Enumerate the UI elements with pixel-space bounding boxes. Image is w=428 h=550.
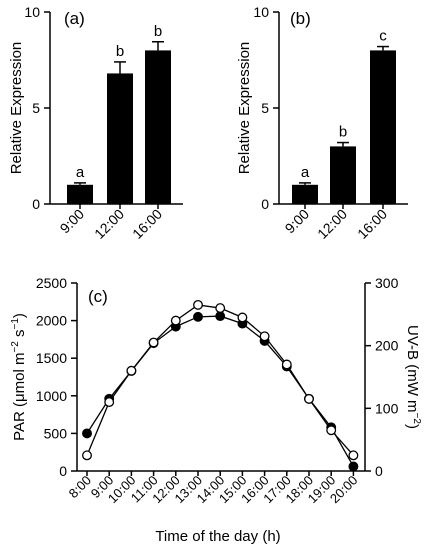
panel-c-label: (c) — [88, 287, 108, 306]
panel-b-ylabel: Relative Expression — [236, 42, 253, 175]
panel-a-significance-letter: b — [116, 43, 124, 60]
panel-c-par-point — [193, 311, 203, 322]
panel-c-uvb-point — [148, 337, 159, 348]
panel-a-xtick-label: 16:00 — [129, 206, 165, 242]
panel-c-ytick-right-label: 200 — [375, 338, 399, 354]
panel-b-bar — [330, 146, 356, 204]
panel-c-par-point — [215, 311, 226, 322]
panel-c-ytick-right-label: 100 — [375, 400, 399, 416]
panel-c-uvb-point — [170, 315, 181, 326]
panel-c-ylabel-left-sup2: −1 — [10, 318, 21, 330]
panel-a-bar — [67, 184, 93, 204]
panel-b-xtick-label: 16:00 — [354, 206, 390, 242]
panel-c-uvb-point — [193, 299, 203, 310]
panel-c-ytick-right-label: 300 — [375, 275, 399, 291]
panel-a: a b b 0 5 10 9:00 12:00 16:00 (a) Relative Exp… — [8, 4, 183, 242]
panel-c-ylabel-right: UV-B (mW m−2) — [404, 325, 422, 429]
panel-b-significance-letter: a — [301, 164, 310, 181]
panel-a-bars: a b b — [67, 23, 171, 205]
panel-a-ylabel: Relative Expression — [8, 42, 25, 175]
panel-a-xtick-label: 12:00 — [91, 206, 127, 242]
panel-b-xtick-label: 9:00 — [282, 206, 313, 237]
panel-b-bar — [370, 50, 396, 205]
panel-b-ytick-label: 5 — [261, 100, 269, 116]
panel-c-ytick-left-label: 1500 — [36, 350, 67, 366]
panel-c-lines — [86, 304, 354, 467]
panel-b-bar — [292, 184, 318, 204]
panel-b: a b c 0 5 10 9:00 12:00 16:00 (b) Relative Exp… — [236, 4, 408, 242]
panel-c-yticks-right: 0 100 200 300 — [365, 275, 399, 479]
panel-c: 0 500 1000 1500 2000 2500 0 100 200 300 8:009:00… — [10, 275, 422, 545]
panel-c-ytick-left-label: 1000 — [36, 388, 67, 404]
panel-b-significance-letter: b — [339, 124, 347, 141]
panel-c-ylabel-right-prefix: UV-B (mW m — [404, 325, 421, 413]
panel-c-xticks: 8:009:0010:0011:0012:0013:0014:0015:0016… — [66, 471, 361, 506]
panel-c-par-point — [82, 428, 92, 439]
panel-c-xtick-label: 8:00 — [66, 473, 95, 502]
panel-b-xtick-label: 12:00 — [314, 206, 350, 242]
panel-c-uvb-point — [259, 331, 270, 342]
panel-c-ytick-left-label: 2000 — [36, 313, 67, 329]
panel-a-xtick-label: 9:00 — [57, 206, 88, 237]
panel-b-ytick-label: 0 — [261, 196, 269, 212]
panel-c-uvb-point — [215, 303, 226, 314]
panel-c-uvb-point — [326, 425, 337, 436]
panel-c-ylabel-right-sup: −2 — [411, 413, 422, 425]
panel-b-label: (b) — [290, 9, 311, 28]
panel-a-ytick-label: 10 — [24, 4, 40, 20]
panel-c-ylabel-right-suffix: ) — [404, 424, 421, 429]
panel-c-ylabel-left-suffix: ) — [11, 313, 28, 318]
panel-c-uvb-point — [304, 393, 314, 404]
panel-c-uvb-point — [348, 450, 359, 461]
panel-c-series-1-line — [86, 304, 354, 456]
panel-c-ylabel-left-prefix: PAR (μmol m — [11, 353, 28, 441]
panel-b-yticks: 0 5 10 — [253, 4, 279, 212]
panel-a-yticks: 0 5 10 — [24, 4, 50, 212]
panel-c-series-0-line — [86, 315, 354, 467]
panel-c-ytick-left-label: 500 — [44, 425, 68, 441]
panel-c-markers — [82, 299, 359, 472]
panel-c-ytick-right-label: 0 — [375, 463, 383, 479]
panel-a-significance-letter: b — [154, 23, 162, 40]
panel-a-xticks: 9:00 12:00 16:00 — [57, 204, 165, 242]
panel-b-ytick-label: 10 — [253, 4, 269, 20]
panel-c-ylabel-left-mid: s — [11, 329, 28, 341]
panel-b-bars: a b c — [292, 28, 396, 205]
panel-a-significance-letter: a — [76, 164, 85, 181]
panel-a-ytick-label: 5 — [32, 100, 40, 116]
panel-c-ytick-left-label: 0 — [59, 463, 67, 479]
panel-a-bar — [107, 73, 133, 204]
panel-c-ytick-left-label: 2500 — [36, 275, 67, 291]
panel-b-xticks: 9:00 12:00 16:00 — [282, 204, 390, 242]
panel-c-ylabel-left-sup1: −2 — [10, 341, 21, 353]
panel-c-xlabel: Time of the day (h) — [155, 528, 280, 545]
panel-a-ytick-label: 0 — [32, 196, 40, 212]
panel-c-uvb-point — [281, 359, 292, 370]
panel-c-ylabel-left: PAR (μmol m−2 s−1) — [10, 313, 28, 441]
panel-a-label: (a) — [64, 9, 85, 28]
panel-c-uvb-point — [126, 365, 137, 376]
panel-c-uvb-point — [237, 312, 248, 323]
panel-b-significance-letter: c — [379, 28, 387, 45]
panel-c-uvb-point — [104, 397, 115, 408]
panel-c-par-point — [348, 461, 359, 472]
panel-a-bar — [145, 50, 171, 205]
panel-c-uvb-point — [82, 450, 92, 461]
panel-c-yticks-left: 0 500 1000 1500 2000 2500 — [36, 275, 77, 479]
